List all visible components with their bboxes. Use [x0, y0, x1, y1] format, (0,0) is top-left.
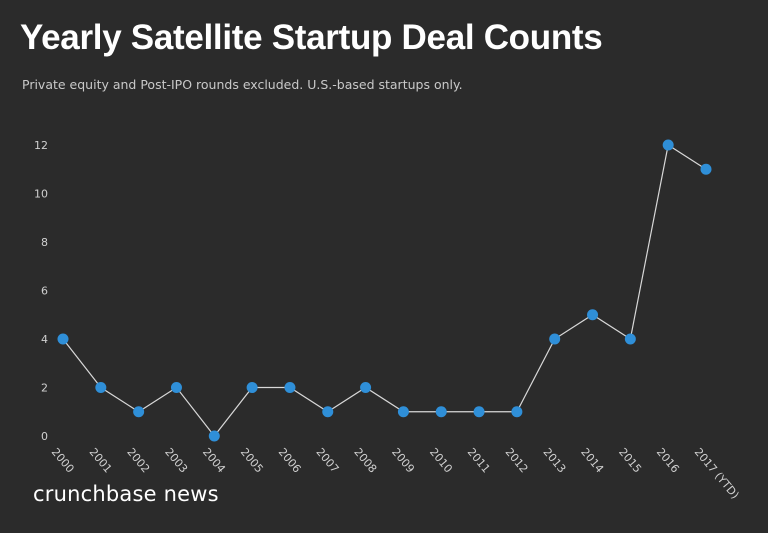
x-tick-label: 2007 — [313, 446, 341, 476]
series-line — [62, 144, 707, 437]
data-point[interactable] — [397, 406, 409, 418]
x-tick-label: 2011 — [465, 446, 493, 476]
x-tick-label: 2017 (YTD) — [692, 446, 742, 502]
y-tick-label: 12 — [34, 139, 48, 152]
x-tick-label: 2005 — [238, 446, 266, 476]
data-point[interactable] — [360, 382, 372, 393]
x-tick-label: 2010 — [427, 446, 455, 476]
data-point[interactable] — [549, 333, 561, 345]
x-tick-label: 2006 — [276, 446, 304, 476]
data-point[interactable] — [133, 406, 145, 418]
data-point[interactable] — [511, 406, 523, 418]
x-tick-label: 2004 — [200, 446, 228, 476]
data-point[interactable] — [322, 406, 334, 418]
x-tick-label: 2001 — [87, 446, 115, 476]
y-tick-label: 2 — [41, 382, 48, 395]
x-tick-label: 2000 — [49, 446, 77, 476]
data-point[interactable] — [170, 382, 182, 393]
data-point[interactable] — [57, 333, 69, 345]
y-tick-label: 8 — [41, 236, 48, 249]
x-tick-label: 2016 — [654, 446, 682, 476]
data-point[interactable] — [700, 163, 712, 175]
y-tick-label: 10 — [34, 188, 48, 201]
x-tick-label: 2002 — [124, 446, 152, 476]
data-point[interactable] — [284, 382, 296, 393]
x-tick-label: 2009 — [389, 446, 417, 476]
data-point[interactable] — [662, 139, 674, 151]
series-deal-counts — [57, 139, 712, 442]
data-point[interactable] — [208, 430, 220, 442]
data-point[interactable] — [624, 333, 636, 345]
chart-title: Yearly Satellite Startup Deal Counts — [20, 18, 603, 57]
data-point[interactable] — [95, 382, 107, 393]
data-point[interactable] — [435, 406, 447, 418]
data-point[interactable] — [473, 406, 485, 418]
x-tick-label: 2014 — [578, 446, 606, 476]
y-tick-label: 4 — [41, 333, 48, 346]
data-point[interactable] — [246, 382, 258, 393]
y-axis-ticks: 0 2 4 6 8 10 12 — [34, 139, 48, 443]
chart-subtitle: Private equity and Post-IPO rounds exclu… — [22, 77, 463, 92]
x-tick-label: 2015 — [616, 446, 644, 476]
brand-logo-text: crunchbase news — [33, 482, 219, 506]
x-tick-label: 2003 — [162, 446, 190, 476]
x-tick-label: 2013 — [540, 446, 568, 476]
y-tick-label: 0 — [41, 430, 48, 443]
x-tick-label: 2012 — [503, 446, 531, 476]
y-tick-label: 6 — [41, 285, 48, 298]
x-tick-label: 2008 — [351, 446, 379, 476]
data-point[interactable] — [587, 309, 599, 321]
